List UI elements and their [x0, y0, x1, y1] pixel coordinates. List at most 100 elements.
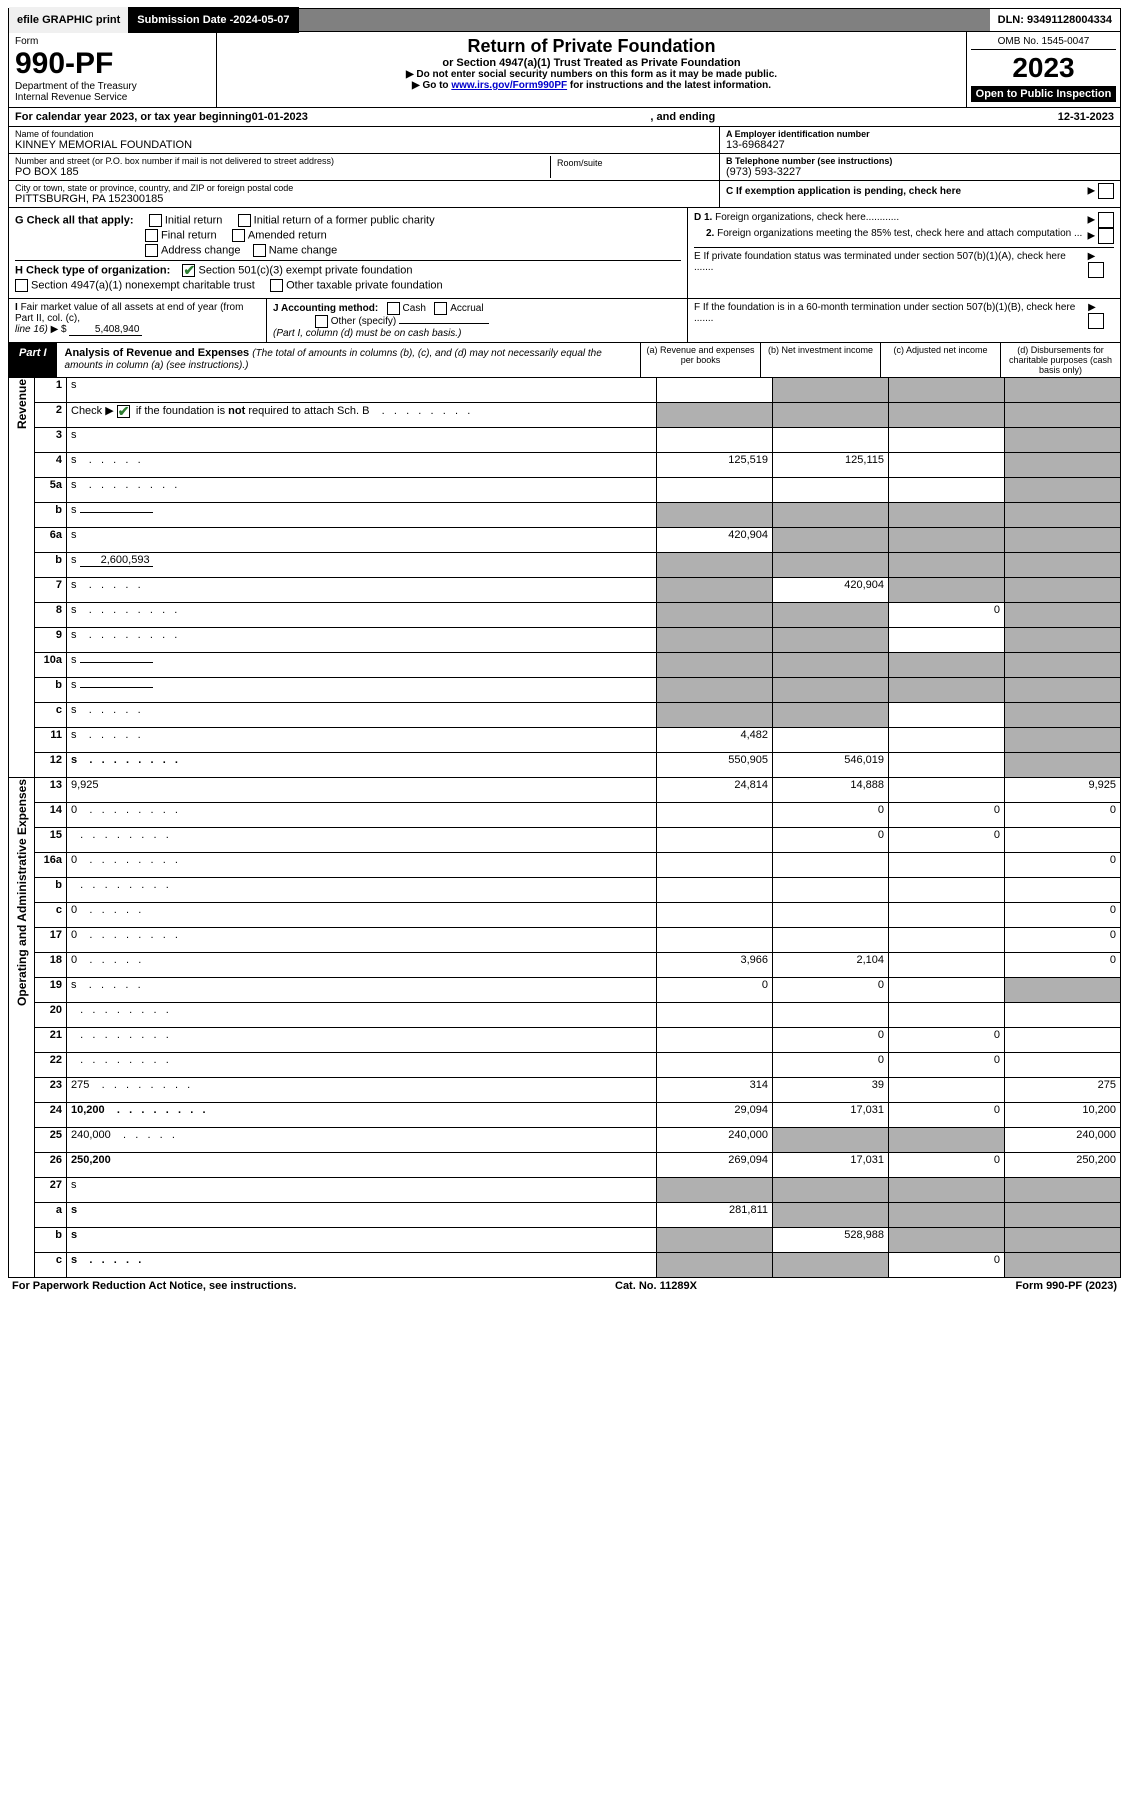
- h-row-1: H Check type of organization: Section 50…: [15, 260, 681, 277]
- j-note: (Part I, column (d) must be on cash basi…: [273, 328, 461, 339]
- cell-shaded: [773, 653, 889, 678]
- cb-accrual[interactable]: [434, 302, 447, 315]
- line-number: 24: [35, 1103, 67, 1128]
- cell-shaded: [889, 1128, 1005, 1153]
- cell-amount: [773, 1003, 889, 1028]
- line-desc: s: [67, 578, 657, 603]
- exemption-label: C If exemption application is pending, c…: [726, 186, 961, 197]
- cell-amount: 29,094: [657, 1103, 773, 1128]
- dln-label: DLN:: [998, 14, 1027, 26]
- line-desc: [67, 1053, 657, 1078]
- cell-shaded: [889, 378, 1005, 403]
- cb-4947[interactable]: [15, 279, 28, 292]
- submission-date-label: Submission Date -: [137, 14, 233, 26]
- line-desc: 10,200: [67, 1103, 657, 1128]
- cell-amount: [773, 928, 889, 953]
- cb-amended[interactable]: [232, 229, 245, 242]
- cb-cash[interactable]: [387, 302, 400, 315]
- cb-initial-return[interactable]: [149, 214, 162, 227]
- inline-amount: [80, 662, 153, 663]
- f-check: ▶: [1088, 302, 1114, 329]
- g-h-section: G Check all that apply: Initial return I…: [9, 208, 687, 298]
- year-block: OMB No. 1545-0047 2023 Open to Public In…: [966, 32, 1120, 107]
- line-desc: s 2,600,593: [67, 553, 657, 578]
- section-vlabel: Operating and Administrative Expenses: [9, 778, 35, 1278]
- cell-amount: [657, 803, 773, 828]
- cell-amount: 0: [889, 1103, 1005, 1128]
- cell-shaded: [1005, 678, 1121, 703]
- f-text: F If the foundation is in a 60-month ter…: [694, 302, 1088, 329]
- cell-amount: 0: [657, 978, 773, 1003]
- g-item-3: Amended return: [248, 229, 327, 241]
- irs-link[interactable]: www.irs.gov/Form990PF: [451, 80, 567, 91]
- cal-year-a: For calendar year 2023, or tax year begi…: [15, 111, 252, 123]
- h-row-2: Section 4947(a)(1) nonexempt charitable …: [15, 279, 681, 292]
- line-number: 14: [35, 803, 67, 828]
- h-opt-1: Section 501(c)(3) exempt private foundat…: [198, 264, 412, 276]
- cell-shaded: [1005, 1178, 1121, 1203]
- line-desc: s: [67, 503, 657, 528]
- cell-amount: [1005, 1053, 1121, 1078]
- cell-amount: [889, 878, 1005, 903]
- line-number: 4: [35, 453, 67, 478]
- line-desc: 0: [67, 903, 657, 928]
- inline-amount: [80, 687, 153, 688]
- exemption-check: ▶: [1088, 183, 1114, 199]
- calendar-year-row: For calendar year 2023, or tax year begi…: [8, 108, 1121, 127]
- line-number: 17: [35, 928, 67, 953]
- line-desc: 0: [67, 928, 657, 953]
- cell-shaded: [773, 1253, 889, 1278]
- cell-shaded: [773, 678, 889, 703]
- cal-year-b: , and ending: [308, 111, 1058, 123]
- cb-initial-former[interactable]: [238, 214, 251, 227]
- line-number: 5a: [35, 478, 67, 503]
- d1-row: D 1. D 1. Foreign organizations, check h…: [694, 212, 1114, 228]
- form-header: Form 990-PF Department of the Treasury I…: [8, 32, 1121, 108]
- cell-amount: 0: [889, 1053, 1005, 1078]
- cell-amount: 420,904: [657, 528, 773, 553]
- line-number: 25: [35, 1128, 67, 1153]
- cb-name-change[interactable]: [253, 244, 266, 257]
- cell-amount: 0: [889, 828, 1005, 853]
- cb-sch-b[interactable]: [117, 405, 130, 418]
- cell-shaded: [1005, 978, 1121, 1003]
- cell-amount: 528,988: [773, 1228, 889, 1253]
- cell-shaded: [1005, 553, 1121, 578]
- cell-amount: 546,019: [773, 753, 889, 778]
- instr2a: ▶ Go to: [412, 80, 451, 91]
- cb-501c3[interactable]: [182, 264, 195, 277]
- cell-amount: [657, 478, 773, 503]
- line-number: 1: [35, 378, 67, 403]
- cell-amount: [773, 903, 889, 928]
- cell-shaded: [1005, 703, 1121, 728]
- line-desc: s: [67, 628, 657, 653]
- line-number: b: [35, 878, 67, 903]
- cb-other-method[interactable]: [315, 315, 328, 328]
- dept-line-1: Department of the Treasury: [15, 81, 210, 92]
- h-opt-3: Other taxable private foundation: [286, 279, 443, 291]
- line-desc: s: [67, 728, 657, 753]
- form-instr-2: ▶ Go to www.irs.gov/Form990PF for instru…: [223, 80, 960, 91]
- cb-address-change[interactable]: [145, 244, 158, 257]
- cell-amount: 269,094: [657, 1153, 773, 1178]
- cb-other-taxable[interactable]: [270, 279, 283, 292]
- cell-shaded: [773, 1128, 889, 1153]
- cell-amount: 275: [1005, 1078, 1121, 1103]
- cell-shaded: [889, 1203, 1005, 1228]
- cell-shaded: [889, 653, 1005, 678]
- line-number: 9: [35, 628, 67, 653]
- line-desc: 275: [67, 1078, 657, 1103]
- line-desc: [67, 1028, 657, 1053]
- cell-shaded: [657, 603, 773, 628]
- inline-amount: [80, 512, 153, 513]
- cell-shaded: [773, 378, 889, 403]
- efile-print-label: efile GRAPHIC print: [9, 7, 129, 33]
- f-cell: F If the foundation is in a 60-month ter…: [688, 299, 1120, 342]
- cb-final-return[interactable]: [145, 229, 158, 242]
- room-label: Room/suite: [557, 158, 707, 168]
- cell-amount: 0: [773, 1053, 889, 1078]
- h-label: H Check type of organization:: [15, 264, 170, 276]
- cell-amount: 420,904: [773, 578, 889, 603]
- line-number: 20: [35, 1003, 67, 1028]
- line-number: 3: [35, 428, 67, 453]
